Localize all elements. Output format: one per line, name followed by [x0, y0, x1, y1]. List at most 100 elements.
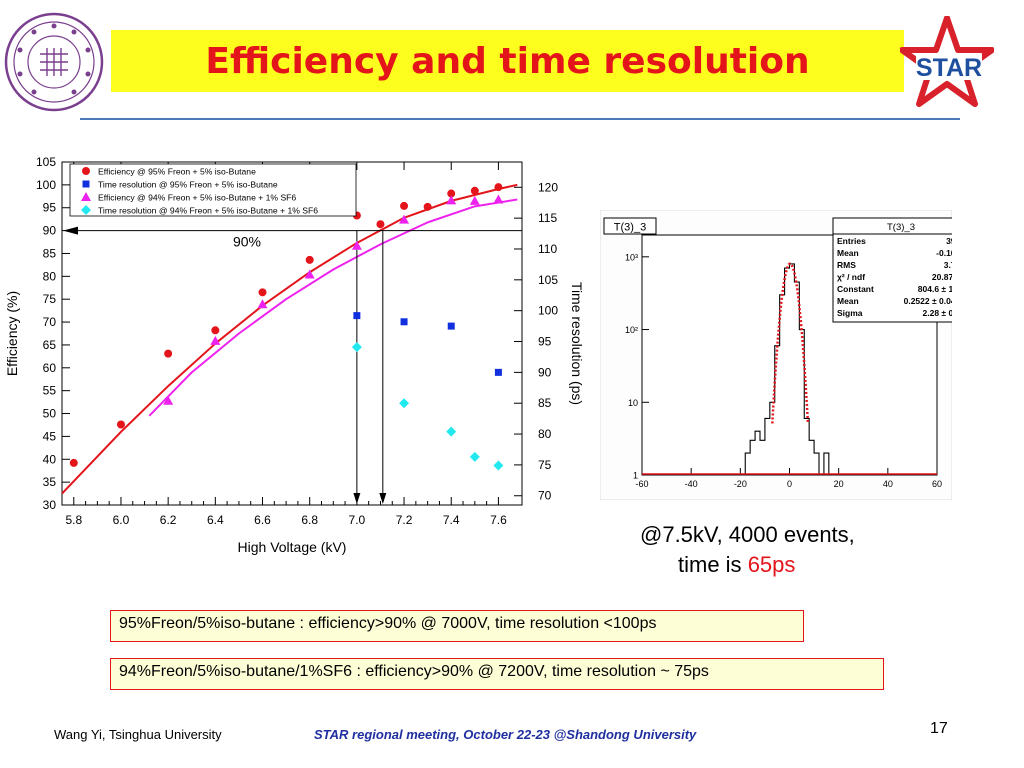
page-number: 17 [930, 720, 948, 737]
legend-entry: Time resolution @ 94% Freon + 5% iso-But… [98, 206, 318, 216]
y2-tick-label: 80 [538, 427, 552, 441]
x-tick-label: 5.8 [65, 513, 82, 527]
legend: Efficiency @ 95% Freon + 5% iso-Butane Ti… [69, 163, 357, 217]
y-tick-label: 65 [43, 338, 57, 352]
data-point [163, 395, 174, 405]
caption-value: 65ps [747, 552, 796, 577]
x-axis-label: High Voltage (kV) [238, 539, 347, 555]
y-tick-label: 75 [43, 292, 57, 306]
y-axis-label: Efficiency (%) [4, 291, 20, 376]
series-4 [351, 342, 504, 471]
x-tick-label: 7.6 [490, 513, 507, 527]
guide-90-label: 90% [233, 234, 261, 250]
legend-entry: Time resolution @ 95% Freon + 5% iso-But… [98, 180, 278, 190]
slide-title: Efficiency and time resolution [205, 40, 810, 82]
x-tick-label: 7.2 [396, 513, 413, 527]
title-banner: Efficiency and time resolution [111, 30, 904, 92]
hist-y-tick-label: 1 [633, 471, 638, 481]
x-tick-label: 7.0 [349, 513, 366, 527]
data-point [447, 322, 455, 330]
y-tick-label: 50 [43, 407, 57, 421]
y2-tick-label: 115 [538, 211, 557, 225]
summary-box-2: 94%Freon/5%iso-butane/1%SF6 : efficiency… [110, 658, 884, 690]
y2-tick-label: 90 [538, 365, 552, 379]
stats-value: 804.6 ± 17.8 [918, 284, 952, 294]
series-1 [69, 183, 503, 467]
tsinghua-logo [4, 12, 104, 112]
y-tick-label: 105 [36, 155, 56, 169]
stats-value: 3.746 [944, 260, 952, 270]
caption-line2: time is 65ps [640, 550, 855, 580]
data-point [305, 255, 314, 264]
stats-label: Constant [837, 284, 874, 294]
data-point [376, 220, 385, 229]
stats-value: -0.1033 [936, 248, 952, 258]
caption: @7.5kV, 4000 events, time is 65ps [640, 520, 855, 580]
hist-y-tick-label: 10 [628, 398, 638, 408]
data-point [304, 269, 315, 279]
y-tick-label: 90 [43, 224, 57, 238]
y-tick-label: 80 [43, 269, 57, 283]
data-point [210, 335, 221, 345]
hist-x-tick-label: -20 [734, 479, 747, 489]
caption-prefix: time is [678, 552, 748, 577]
gaussian-fit [771, 262, 810, 424]
legend-marker [81, 192, 91, 201]
data-point [446, 195, 457, 205]
data-point [258, 288, 267, 297]
data-point [400, 201, 409, 210]
y-tick-label: 45 [43, 429, 57, 443]
data-point [69, 458, 78, 467]
data-point [351, 342, 362, 353]
hist-steps [642, 263, 937, 476]
voltage-marker-arrow-1 [353, 493, 361, 504]
data-point [399, 214, 410, 224]
guide-90-arrow [63, 226, 78, 235]
data-point [399, 398, 410, 409]
hist-title-box [603, 217, 657, 235]
hist-x-tick-label: 40 [883, 479, 893, 489]
x-tick-label: 6.6 [254, 513, 271, 527]
hist-x-tick-label: 60 [932, 479, 942, 489]
data-point [469, 195, 480, 205]
stats-frame [832, 217, 952, 323]
y2-tick-label: 85 [538, 396, 552, 410]
fit-curve-2 [148, 198, 518, 417]
data-point [400, 318, 408, 326]
series-3 [163, 194, 504, 405]
stats-value: 2.28 ± 0.04 [923, 308, 952, 318]
title-rule [80, 118, 960, 120]
stats-label: Sigma [837, 308, 863, 318]
data-point [257, 299, 268, 309]
hist-y-tick-label: 10² [625, 325, 638, 335]
voltage-marker-arrow-2 [379, 493, 387, 504]
data-point [423, 202, 432, 211]
y2-tick-label: 120 [538, 180, 558, 194]
footer-meeting: STAR regional meeting, October 22-23 @Sh… [314, 727, 697, 742]
data-point [353, 312, 361, 320]
data-point [351, 240, 362, 250]
data-point [494, 368, 502, 376]
y2-tick-label: 110 [538, 242, 557, 256]
stats-box: T(3)_3 Entries 3985 Mean -0.1033 RMS 3.746 χ² /… [832, 217, 952, 323]
y2-tick-label: 75 [538, 458, 552, 472]
y-tick-label: 55 [43, 384, 57, 398]
y-tick-label: 100 [36, 178, 56, 192]
y-tick-label: 30 [43, 498, 57, 512]
x-tick-label: 6.0 [113, 513, 130, 527]
stats-value: 0.2522 ± 0.0416 [904, 296, 952, 306]
stats-value: 20.87 / 5 [932, 272, 952, 282]
footer-author: Wang Yi, Tsinghua University [54, 727, 222, 742]
y-tick-label: 60 [43, 361, 57, 375]
stats-title: T(3)_3 [887, 222, 915, 233]
data-point [470, 186, 479, 195]
y-tick-label: 70 [43, 315, 57, 329]
stats-label: Mean [837, 248, 859, 258]
legend-box [69, 163, 357, 217]
hist-x-tick-label: -40 [685, 479, 698, 489]
y2-tick-label: 100 [538, 304, 558, 318]
data-point [494, 183, 503, 192]
data-point [493, 194, 504, 204]
x-tick-label: 6.4 [207, 513, 224, 527]
x-tick-label: 6.2 [160, 513, 177, 527]
